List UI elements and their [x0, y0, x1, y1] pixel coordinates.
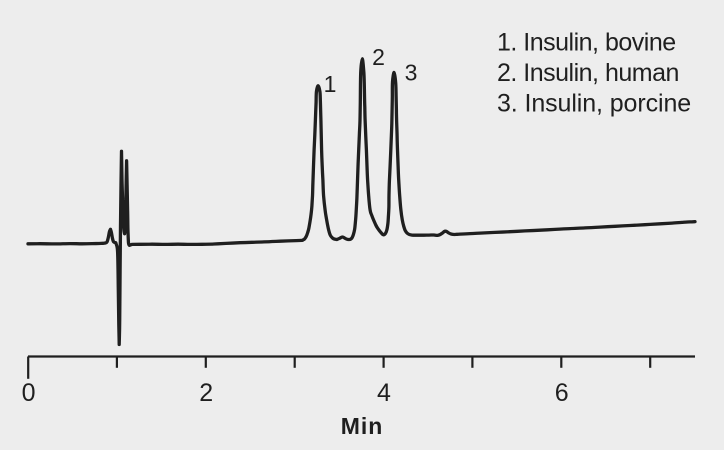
svg-text:3: 3 [405, 60, 418, 86]
svg-text:2: 2 [372, 44, 385, 70]
svg-text:3. Insulin, porcine: 3. Insulin, porcine [497, 89, 691, 117]
svg-text:4: 4 [377, 379, 391, 407]
svg-text:Min: Min [341, 413, 384, 439]
svg-text:2: 2 [199, 379, 213, 407]
svg-text:6: 6 [555, 379, 569, 407]
svg-text:1: 1 [324, 71, 337, 97]
svg-text:0: 0 [22, 379, 36, 407]
svg-text:1. Insulin, bovine: 1. Insulin, bovine [497, 29, 676, 57]
svg-text:2. Insulin, human: 2. Insulin, human [497, 59, 679, 87]
